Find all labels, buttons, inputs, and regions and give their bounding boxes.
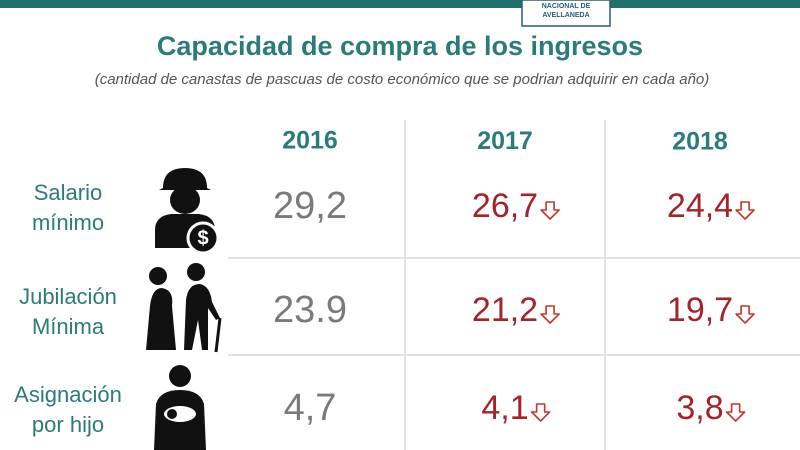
logo-text: AVELLANEDA	[542, 12, 589, 19]
column-header: 2018	[672, 128, 728, 156]
title: Capacidad de compra de los ingresos	[157, 31, 643, 61]
row-label: por hijo	[32, 412, 104, 437]
mother-icon	[154, 365, 206, 450]
cell-value: 26,7	[472, 187, 538, 225]
cell-value: 19,7	[667, 291, 733, 329]
elderly-icon	[146, 263, 222, 353]
down-arrow	[735, 201, 755, 220]
cell-value: 21,2	[472, 291, 538, 329]
cell-value: 4,7	[284, 387, 337, 429]
svg-text:$: $	[197, 227, 208, 249]
logo-box	[521, 0, 611, 27]
down-arrow	[735, 305, 755, 324]
logo-text: NACIONAL DE	[542, 3, 591, 10]
row-label: Mínima	[32, 314, 105, 339]
top-bar	[0, 0, 800, 8]
down-arrow	[540, 201, 560, 220]
cell-value: 4,1	[481, 389, 528, 427]
down-arrow	[540, 305, 560, 324]
down-arrow	[725, 403, 746, 422]
row-label: Asignación	[14, 382, 122, 407]
cell-value: 24,4	[667, 187, 733, 225]
cell-value: 3,8	[676, 389, 723, 427]
row-label: Salario	[34, 180, 102, 205]
column-header: 2017	[477, 127, 533, 155]
cell-value: 29,2	[273, 185, 347, 227]
worker-icon: $	[155, 168, 220, 255]
cell-value: 23.9	[273, 289, 347, 331]
down-arrow	[530, 403, 551, 422]
subtitle: (cantidad de canastas de pascuas de cost…	[95, 71, 710, 88]
row-label: Jubilación	[19, 284, 117, 309]
column-header: 2016	[282, 127, 338, 155]
row-label: mínimo	[32, 210, 104, 235]
